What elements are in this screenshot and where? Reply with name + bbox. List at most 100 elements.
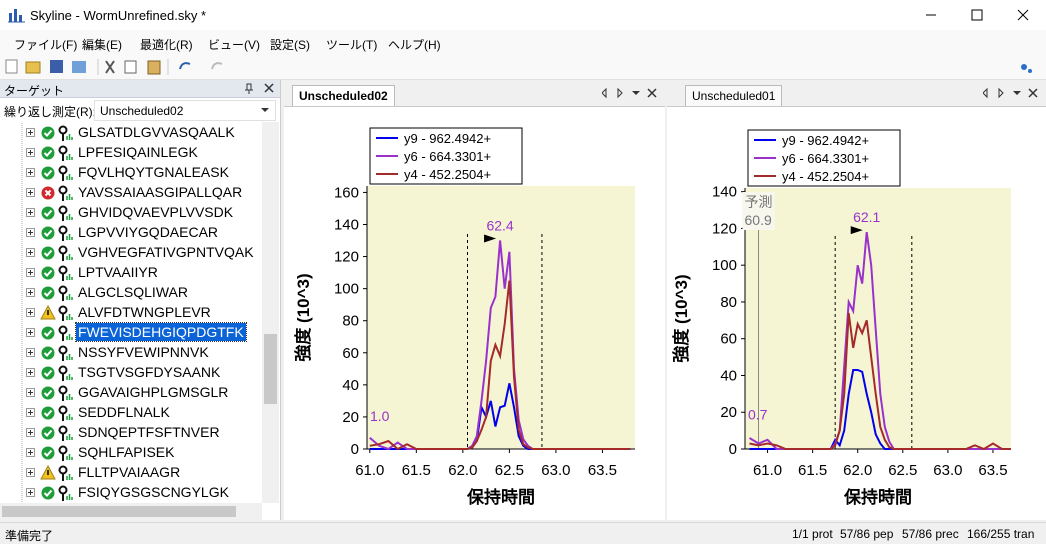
expander-plus xyxy=(28,290,33,295)
expander-plus xyxy=(28,430,33,435)
row-icons xyxy=(21,243,73,263)
menu-bar: ファイル(F) 編集(E) 最適化(R) ビュー(V) 設定(S) ツール(T) ヘルプ(H… xyxy=(0,30,1046,55)
peptide[interactable]: SDNQEPTFSFTNVER xyxy=(78,424,220,440)
menu-item[interactable]: ビュー(V) xyxy=(208,38,260,52)
menu-item[interactable]: ヘルプ(H) xyxy=(388,38,441,52)
menu-item[interactable]: ツール(T) xyxy=(326,38,378,52)
peptide[interactable]: FLLTPVAIAAGR xyxy=(78,464,181,480)
row-icons xyxy=(21,343,73,363)
peptide-icon-bars xyxy=(66,374,73,380)
row-icons xyxy=(21,443,73,463)
peptide[interactable]: LPFESIQAINLEGK xyxy=(78,144,198,160)
check xyxy=(43,169,53,177)
check xyxy=(43,349,53,357)
peptide[interactable]: ALGCLSQLIWAR xyxy=(78,284,188,300)
panel-buttons[interactable] xyxy=(244,82,278,95)
check xyxy=(43,209,53,217)
check xyxy=(43,489,53,497)
peptide-icon-bars xyxy=(66,314,73,320)
check xyxy=(43,229,53,237)
panel-title: ターゲット xyxy=(4,84,65,98)
row-icons xyxy=(21,203,73,223)
peptide-icon-bars xyxy=(66,454,73,460)
tab-buttons[interactable] xyxy=(602,87,662,100)
peptide-icon-bars xyxy=(66,234,73,240)
peptide[interactable]: FWEVISDEHGIQPDGTFK xyxy=(75,322,247,342)
peptide[interactable]: GLSATDLGVVASQAALK xyxy=(78,124,235,140)
expander-plus xyxy=(28,410,33,415)
expander-plus xyxy=(28,490,33,495)
status-text: 準備完了 xyxy=(5,529,54,543)
toolbar-icons[interactable] xyxy=(0,55,1046,79)
row-icons xyxy=(21,463,73,483)
row-icons xyxy=(21,283,73,303)
row-icons xyxy=(21,163,73,183)
peptide[interactable]: VGHVEGFATIVGPNTVQAK xyxy=(78,244,254,260)
row-icons xyxy=(21,403,73,423)
cross xyxy=(44,189,52,197)
peptide[interactable]: NSSYFVEWIPNNVK xyxy=(78,344,209,360)
check xyxy=(43,409,53,417)
check xyxy=(43,429,53,437)
row-icons xyxy=(21,143,73,163)
row-icons xyxy=(21,303,73,323)
tab[interactable]: Unscheduled01 xyxy=(685,85,783,106)
peptide-icon xyxy=(58,425,68,435)
expander-plus xyxy=(28,450,33,455)
expander-plus xyxy=(28,330,33,335)
menu-item[interactable]: 最適化(R) xyxy=(140,38,193,52)
scroll-thumb[interactable] xyxy=(2,506,236,517)
peptide-icon-bars xyxy=(66,154,73,160)
peptide[interactable]: TSGTVSGFDYSAANK xyxy=(78,364,221,380)
peptide-icon-bars xyxy=(66,194,73,200)
row-icons xyxy=(21,363,73,383)
peptide-icon-bars xyxy=(66,434,73,440)
status-item: 57/86 pep xyxy=(840,527,894,541)
status-item: 57/86 prec xyxy=(902,527,959,541)
peptide-icon xyxy=(58,185,68,195)
peptide-icon-bars xyxy=(66,474,73,480)
h-scrollbar[interactable] xyxy=(0,503,262,520)
expander-plus xyxy=(28,150,33,155)
peptide[interactable]: LPTVAAIIYR xyxy=(78,264,158,280)
expander-plus xyxy=(28,230,33,235)
peptide-icon-bars xyxy=(66,334,73,340)
expander-plus xyxy=(28,370,33,375)
scroll-thumb[interactable] xyxy=(264,334,277,404)
expander-plus xyxy=(28,270,33,275)
peptide[interactable]: FSIQYGSGSCNGYLGK xyxy=(78,484,229,500)
expander-plus xyxy=(28,350,33,355)
peptide-icon xyxy=(58,205,68,215)
peptide-icon xyxy=(58,285,68,295)
peptide-icon xyxy=(58,445,68,455)
check xyxy=(43,289,53,297)
row-icons xyxy=(21,223,73,243)
peptide[interactable]: GHVIDQVAEVPLVVSDK xyxy=(78,204,234,220)
peptide[interactable]: YAVSSAIAASGIPALLQAR xyxy=(78,184,243,200)
peptide[interactable]: FQVLHQYTGNALEASK xyxy=(78,164,229,180)
peptide[interactable]: GGAVAIGHPLGMSGLR xyxy=(78,384,229,400)
peptide[interactable]: SQHLFAPISEK xyxy=(78,444,175,460)
expander-plus xyxy=(28,210,33,215)
peptide-icon xyxy=(58,145,68,155)
peptide[interactable]: SEDDFLNALK xyxy=(78,404,170,420)
peptide-icon xyxy=(58,405,68,415)
peptide[interactable]: LGPVVIYGQDAECAR xyxy=(78,224,219,240)
v-scrollbar[interactable] xyxy=(262,122,279,503)
peptide-icon xyxy=(58,485,68,495)
check xyxy=(43,449,53,457)
menu-item[interactable]: ファイル(F) xyxy=(14,38,78,52)
menu-item[interactable]: 編集(E) xyxy=(82,38,122,52)
menu-item[interactable]: 設定(S) xyxy=(270,38,310,52)
peptide[interactable]: ALVFDTWNGPLEVR xyxy=(78,304,211,320)
expander-plus xyxy=(28,250,33,255)
window-controls[interactable] xyxy=(900,0,1046,30)
peptide-icon-bars xyxy=(66,174,73,180)
tab[interactable]: Unscheduled02 xyxy=(292,85,395,106)
peptide-icon-bars xyxy=(66,394,73,400)
tab-buttons[interactable] xyxy=(983,87,1043,100)
replicate-combo[interactable]: Unscheduled02 xyxy=(94,100,276,121)
row-icons xyxy=(21,183,73,203)
peptide-icon xyxy=(58,465,68,475)
